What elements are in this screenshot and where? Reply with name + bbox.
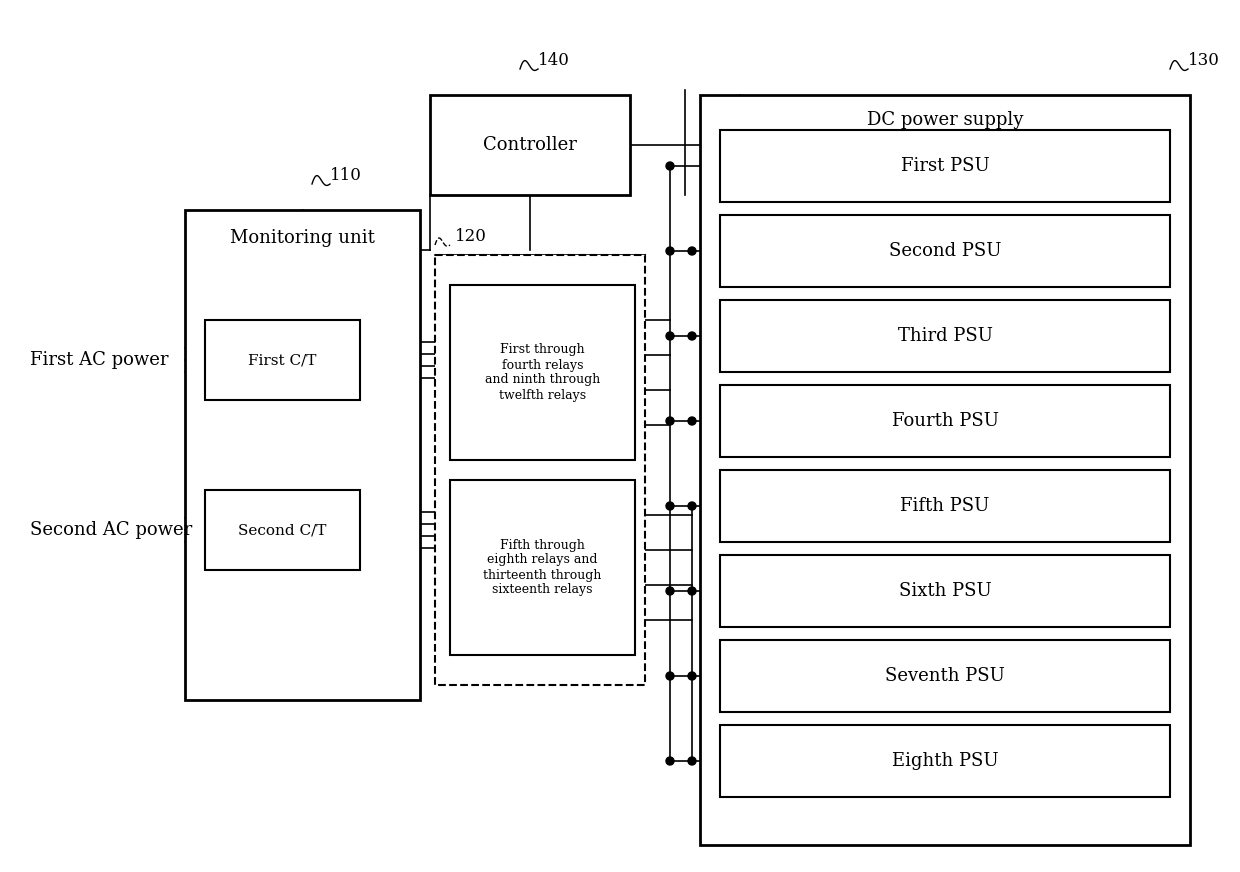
Circle shape bbox=[666, 502, 675, 510]
Text: DC power supply: DC power supply bbox=[867, 111, 1023, 129]
Bar bbox=[430, 95, 630, 195]
Text: Third PSU: Third PSU bbox=[898, 327, 992, 345]
Text: 140: 140 bbox=[538, 52, 570, 69]
Circle shape bbox=[688, 417, 696, 425]
Text: First AC power: First AC power bbox=[30, 351, 169, 369]
Circle shape bbox=[666, 417, 675, 425]
Bar bbox=[720, 640, 1171, 712]
Bar bbox=[701, 95, 1190, 845]
Text: Fifth PSU: Fifth PSU bbox=[900, 497, 990, 515]
Bar bbox=[205, 320, 360, 400]
Circle shape bbox=[688, 502, 696, 510]
Text: Second PSU: Second PSU bbox=[889, 242, 1001, 260]
Text: 120: 120 bbox=[455, 228, 487, 245]
Text: 110: 110 bbox=[330, 167, 362, 184]
Bar bbox=[205, 490, 360, 570]
Bar bbox=[720, 385, 1171, 457]
Bar bbox=[720, 725, 1171, 797]
Text: Second AC power: Second AC power bbox=[30, 521, 192, 539]
Circle shape bbox=[666, 672, 675, 680]
Text: 130: 130 bbox=[1188, 52, 1220, 69]
Bar bbox=[720, 470, 1171, 542]
Bar bbox=[720, 555, 1171, 627]
Circle shape bbox=[666, 247, 675, 255]
Text: Fifth through
eighth relays and
thirteenth through
sixteenth relays: Fifth through eighth relays and thirteen… bbox=[484, 539, 601, 596]
Circle shape bbox=[666, 587, 675, 595]
Text: First PSU: First PSU bbox=[900, 157, 990, 175]
Text: Fourth PSU: Fourth PSU bbox=[892, 412, 998, 430]
Bar bbox=[720, 130, 1171, 202]
Text: Eighth PSU: Eighth PSU bbox=[892, 752, 998, 770]
Bar bbox=[720, 300, 1171, 372]
Bar bbox=[185, 210, 420, 700]
Text: Monitoring unit: Monitoring unit bbox=[231, 229, 374, 247]
Circle shape bbox=[666, 757, 675, 765]
Text: First C/T: First C/T bbox=[248, 353, 316, 367]
Text: Second C/T: Second C/T bbox=[238, 523, 326, 537]
Circle shape bbox=[688, 247, 696, 255]
Bar bbox=[435, 255, 645, 685]
Text: First through
fourth relays
and ninth through
twelfth relays: First through fourth relays and ninth th… bbox=[485, 344, 600, 401]
Text: Seventh PSU: Seventh PSU bbox=[885, 667, 1004, 685]
Circle shape bbox=[666, 332, 675, 340]
Text: Controller: Controller bbox=[484, 136, 577, 154]
Bar bbox=[450, 285, 635, 460]
Circle shape bbox=[666, 162, 675, 170]
Bar bbox=[720, 215, 1171, 287]
Text: Sixth PSU: Sixth PSU bbox=[899, 582, 991, 600]
Circle shape bbox=[688, 587, 696, 595]
Circle shape bbox=[688, 332, 696, 340]
Circle shape bbox=[688, 757, 696, 765]
Circle shape bbox=[688, 672, 696, 680]
Bar bbox=[450, 480, 635, 655]
